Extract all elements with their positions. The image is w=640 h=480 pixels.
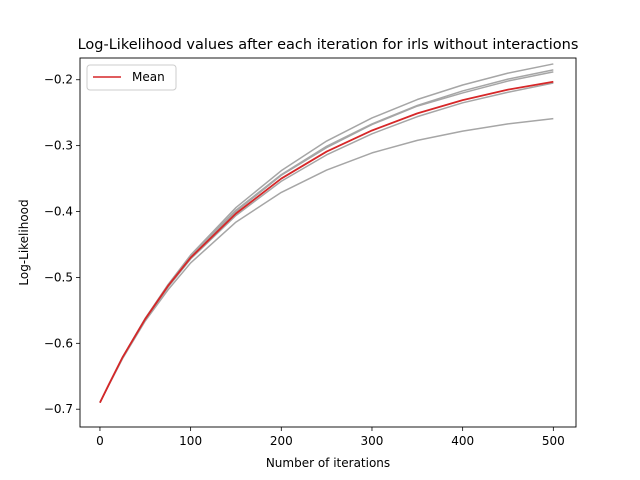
x-axis-title: Number of iterations xyxy=(266,456,390,470)
x-tick-label: 400 xyxy=(451,434,474,448)
x-tick-label: 100 xyxy=(179,434,202,448)
x-tick-label: 200 xyxy=(270,434,293,448)
y-tick-label: −0.2 xyxy=(44,73,73,87)
plot-background xyxy=(80,58,576,427)
x-tick-label: 500 xyxy=(542,434,565,448)
x-axis: 0 100 200 300 400 500 xyxy=(96,427,565,448)
y-tick-label: −0.5 xyxy=(44,270,73,284)
y-tick-label: −0.3 xyxy=(44,139,73,153)
y-axis-title: Log-Likelihood xyxy=(17,199,31,285)
plot-frame xyxy=(79,57,577,428)
y-axis: −0.7 −0.6 −0.5 −0.4 −0.3 −0.2 xyxy=(44,73,80,416)
y-tick-label: −0.4 xyxy=(44,205,73,219)
x-tick-label: 300 xyxy=(361,434,384,448)
plot-area xyxy=(79,57,577,428)
y-tick-label: −0.7 xyxy=(44,402,73,416)
series-layer xyxy=(99,63,554,404)
legend-box xyxy=(86,64,177,91)
legend-label-mean: Mean xyxy=(132,70,165,84)
legend: Mean xyxy=(86,64,177,91)
chart-title: Log-Likelihood values after each iterati… xyxy=(78,37,579,53)
mean-line xyxy=(99,80,554,404)
x-tick-label: 0 xyxy=(96,434,104,448)
y-tick-label: −0.6 xyxy=(44,336,73,350)
